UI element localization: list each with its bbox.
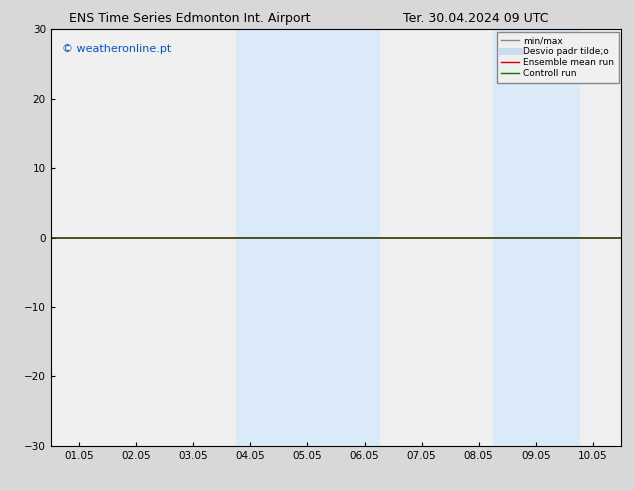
Text: ENS Time Series Edmonton Int. Airport: ENS Time Series Edmonton Int. Airport — [70, 12, 311, 25]
Legend: min/max, Desvio padr tilde;o, Ensemble mean run, Controll run: min/max, Desvio padr tilde;o, Ensemble m… — [497, 32, 619, 82]
Bar — [236, 29, 378, 446]
Bar — [493, 29, 578, 446]
Text: © weatheronline.pt: © weatheronline.pt — [62, 44, 171, 54]
Text: Ter. 30.04.2024 09 UTC: Ter. 30.04.2024 09 UTC — [403, 12, 548, 25]
